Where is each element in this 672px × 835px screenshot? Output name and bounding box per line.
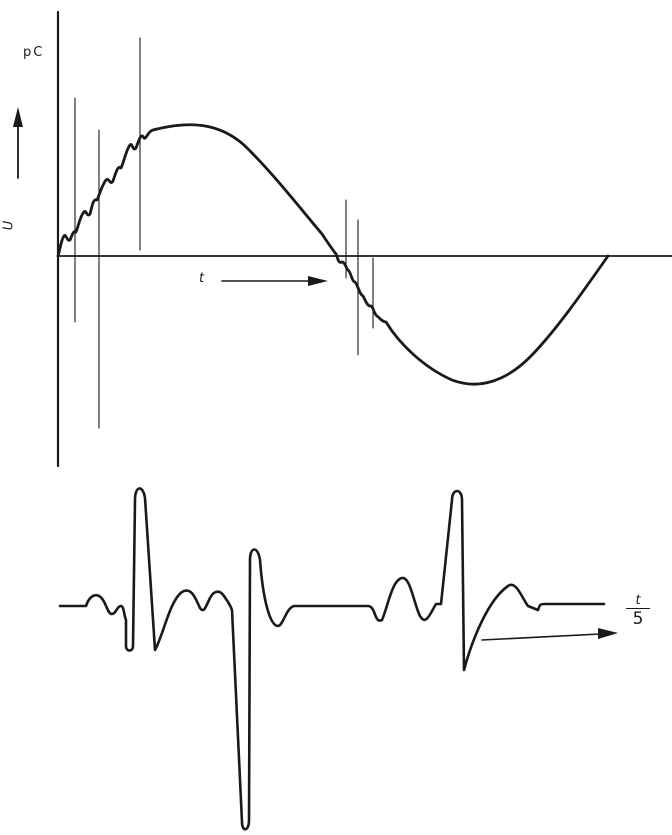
unit-label: pC — [23, 45, 45, 60]
lower-plot — [58, 487, 618, 831]
charge-waveform — [56, 123, 610, 386]
t5-arrow-shaft — [481, 633, 601, 641]
y-axis-label: U — [1, 220, 17, 231]
scaled-time-numerator: t — [626, 593, 650, 609]
scaled-time-denominator: 5 — [632, 609, 644, 629]
discharge-spikes — [74, 37, 374, 429]
time-axis-label: t — [199, 271, 205, 286]
t-arrow-head — [308, 276, 328, 286]
scaled-time-label: t 5 — [626, 593, 650, 629]
upper-plot — [13, 10, 672, 468]
u-arrow-head — [13, 107, 23, 127]
t5-arrow-head — [598, 628, 618, 639]
pulse-waveform — [58, 487, 606, 831]
